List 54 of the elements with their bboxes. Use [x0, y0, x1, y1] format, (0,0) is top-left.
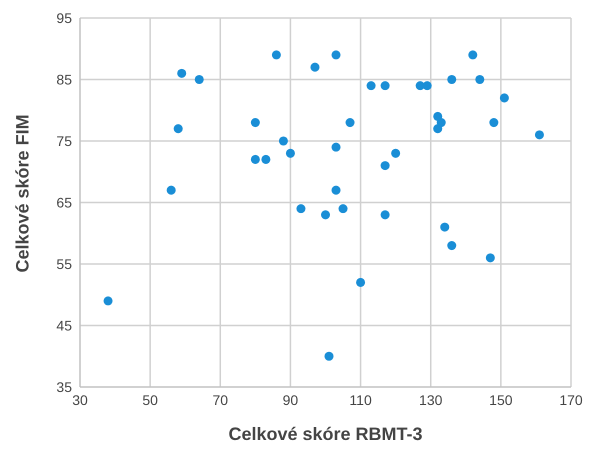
point: [272, 50, 281, 60]
point: [194, 74, 204, 84]
point: [346, 118, 355, 128]
point: [166, 186, 176, 195]
point: [475, 74, 484, 84]
point: [332, 142, 341, 152]
x-axis-title: Celkové skóre RBMT-3: [228, 424, 423, 444]
point: [320, 210, 330, 220]
x-tick-label: 130: [419, 392, 443, 408]
x-tick-label: 110: [349, 392, 372, 408]
point: [447, 74, 456, 84]
point: [380, 81, 390, 90]
point: [356, 278, 366, 287]
x-tick-label: 170: [559, 392, 583, 408]
point: [332, 50, 341, 60]
point: [338, 204, 348, 214]
point: [486, 253, 495, 262]
point: [391, 148, 400, 158]
x-tick-label: 90: [282, 392, 298, 408]
point: [250, 154, 260, 164]
point: [177, 68, 186, 78]
point: [250, 118, 260, 128]
y-tick-label: 85: [56, 71, 72, 88]
y-tick-label: 95: [56, 10, 72, 26]
x-tick-label: 70: [212, 392, 228, 408]
y-tick-label: 75: [56, 132, 72, 149]
point: [468, 50, 478, 60]
y-tick-label: 35: [56, 378, 72, 395]
point: [380, 161, 390, 170]
point: [296, 204, 306, 214]
point: [174, 124, 183, 134]
x-tick-label: 150: [489, 392, 513, 408]
point: [278, 136, 288, 146]
point: [380, 210, 390, 220]
y-tick-label: 55: [56, 256, 72, 272]
point: [332, 186, 341, 195]
point: [366, 81, 376, 90]
point: [261, 154, 270, 164]
point: [104, 296, 113, 306]
x-tick-label: 50: [142, 392, 158, 408]
point: [422, 81, 432, 90]
point: [436, 118, 446, 128]
y-tick-label: 65: [56, 194, 72, 210]
y-axis-title: Celkové skóre FIM: [12, 114, 32, 272]
point: [310, 62, 320, 72]
point: [324, 352, 334, 361]
point: [500, 93, 509, 102]
point: [447, 241, 456, 250]
x-tick-label: 30: [72, 392, 88, 408]
point: [489, 118, 498, 128]
y-tick-label: 45: [56, 317, 72, 334]
point: [534, 130, 544, 140]
point: [286, 148, 295, 158]
point: [440, 222, 450, 232]
